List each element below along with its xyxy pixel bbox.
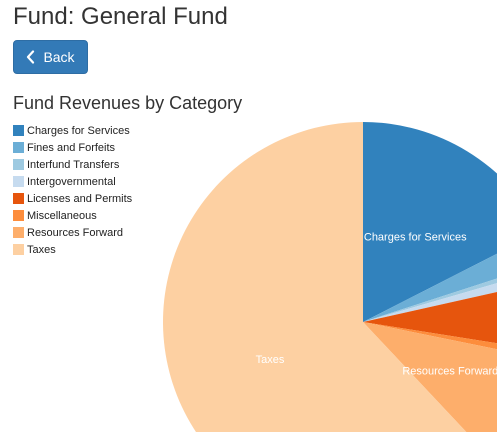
back-button-label: Back — [43, 49, 75, 65]
legend-item-miscellaneous[interactable]: Miscellaneous — [13, 207, 132, 224]
pie-slice-licenses-and-permits[interactable] — [363, 278, 497, 353]
pie-slice-miscellaneous[interactable] — [363, 322, 497, 362]
pie-slice-resources-forward[interactable] — [363, 322, 497, 432]
pie-slice-intergovernmental[interactable] — [363, 266, 497, 322]
legend-swatch — [13, 142, 24, 153]
legend-swatch — [13, 193, 24, 204]
legend-item-resources-forward[interactable]: Resources Forward — [13, 224, 132, 241]
legend-label: Charges for Services — [27, 124, 130, 137]
legend-swatch — [13, 227, 24, 238]
chart-title: Fund Revenues by Category — [13, 93, 243, 113]
legend-label: Intergovernmental — [27, 175, 116, 188]
legend-item-intergovernmental[interactable]: Intergovernmental — [13, 173, 132, 190]
legend-item-interfund-transfers[interactable]: Interfund Transfers — [13, 156, 132, 173]
legend-label: Resources Forward — [27, 226, 123, 239]
legend-item-fines-and-forfeits[interactable]: Fines and Forfeits — [13, 139, 132, 156]
legend-item-charges-for-services[interactable]: Charges for Services — [13, 122, 132, 139]
slice-label-taxes: Taxes — [256, 354, 285, 366]
legend-swatch — [13, 125, 24, 136]
legend-item-licenses-and-permits[interactable]: Licenses and Permits — [13, 190, 132, 207]
slice-label-charges-for-services: Charges for Services — [364, 232, 467, 244]
page-title: Fund: General Fund — [13, 3, 228, 30]
pie-slice-fines-and-forfeits[interactable] — [363, 231, 497, 322]
legend-swatch — [13, 176, 24, 187]
legend-item-taxes[interactable]: Taxes — [13, 241, 132, 258]
legend-label: Interfund Transfers — [27, 158, 120, 171]
chevron-left-icon — [27, 50, 35, 64]
legend-swatch — [13, 159, 24, 170]
legend-label: Licenses and Permits — [27, 192, 133, 205]
legend-label: Taxes — [27, 243, 56, 256]
legend-label: Fines and Forfeits — [27, 141, 116, 154]
slice-label-resources-forward: Resources Forward — [402, 366, 497, 378]
legend-label: Miscellaneous — [27, 209, 97, 222]
pie-slice-interfund-transfers[interactable] — [363, 260, 497, 322]
chart-legend: Charges for Services Fines and Forfeits In… — [13, 122, 132, 258]
back-button[interactable]: Back — [13, 40, 88, 74]
legend-swatch — [13, 210, 24, 221]
pie-slice-charges-for-services[interactable] — [363, 122, 497, 322]
legend-swatch — [13, 244, 24, 255]
pie-slice-taxes[interactable] — [162, 122, 497, 432]
